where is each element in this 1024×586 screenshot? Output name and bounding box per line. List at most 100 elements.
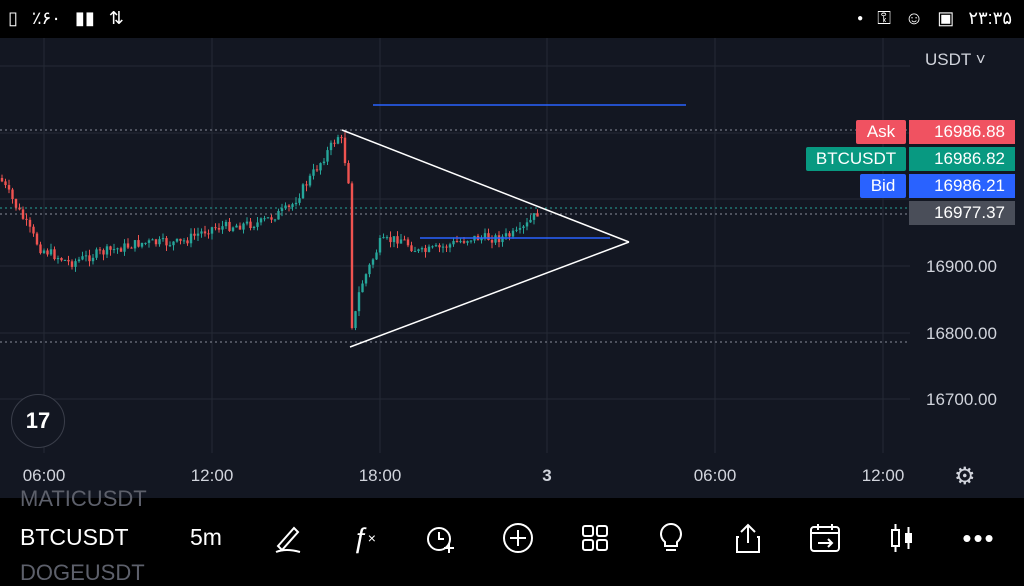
- price-chart[interactable]: [0, 38, 1024, 498]
- candle-body-70: [245, 221, 249, 224]
- candle-body-152: [532, 213, 536, 220]
- add-icon[interactable]: [500, 520, 536, 556]
- candle-body-108: [378, 238, 382, 253]
- candle-body-51: [179, 238, 182, 241]
- candle-body-148: [518, 228, 522, 230]
- currency-selector[interactable]: USDT ˅: [925, 50, 986, 69]
- candle-body-24: [84, 255, 88, 257]
- candle-body-77: [270, 217, 273, 220]
- candle-body-33: [116, 248, 119, 250]
- candle-body-40: [140, 242, 144, 247]
- chart-type-icon[interactable]: [884, 520, 920, 556]
- status-bar: ▯ ٪۶۰ ▮▮ ⇅ ● ⚿ ☺ ▣ ۲۳:۳۵: [0, 0, 1024, 38]
- candle-body-131: [459, 241, 462, 243]
- candle-body-97: [340, 137, 343, 139]
- last-price: 16986.82: [909, 147, 1015, 171]
- candle-body-104: [364, 274, 368, 284]
- symbol-list-prev[interactable]: MATICUSDT: [20, 486, 147, 511]
- ask-label: Ask: [856, 120, 906, 144]
- candles-group: [0, 132, 539, 331]
- bid-price: 16986.21: [909, 174, 1015, 198]
- candle-body-42: [147, 240, 151, 243]
- x-label-1200-next: 12:00: [861, 466, 905, 485]
- indicators-icon[interactable]: ƒ ×: [352, 522, 376, 553]
- candle-body-112: [392, 236, 396, 243]
- candle-body-79: [277, 210, 280, 220]
- candle-body-62: [217, 227, 221, 230]
- battery-level: ٪۶۰: [31, 8, 61, 28]
- candle-body-130: [455, 241, 459, 243]
- candle-body-103: [361, 283, 364, 293]
- candle-body-56: [196, 233, 200, 236]
- candle-body-43: [151, 239, 154, 241]
- candle-body-124: [434, 245, 438, 247]
- candle-body-109: [382, 237, 385, 239]
- candle-body-128: [448, 244, 452, 248]
- candle-body-39: [137, 240, 140, 247]
- key-icon: ⚿: [877, 8, 891, 28]
- x-label-day-3: 3: [542, 466, 552, 485]
- candle-body-123: [431, 246, 434, 248]
- candle-body-94: [329, 142, 333, 151]
- data-arrows-icon: ⇅: [108, 8, 124, 28]
- candle-body-59: [207, 233, 210, 235]
- candle-body-78: [273, 219, 277, 221]
- candle-body-14: [49, 249, 53, 255]
- candle-body-60: [210, 227, 214, 234]
- ideas-icon[interactable]: [653, 520, 689, 556]
- candle-body-23: [81, 256, 84, 260]
- chart-area[interactable]: USDT ˅ Ask 16986.88 BTCUSDT 16986.82 Bid…: [0, 38, 1024, 498]
- candle-body-127: [445, 246, 448, 248]
- candle-body-13: [46, 250, 49, 255]
- signal-icon: ▮▮: [74, 8, 95, 28]
- candle-body-151: [529, 219, 532, 223]
- candle-body-25: [88, 255, 91, 262]
- candle-body-15: [53, 249, 56, 260]
- candle-body-110: [385, 237, 389, 239]
- candle-body-82: [287, 205, 291, 207]
- drawings-group: [341, 104, 686, 348]
- candle-body-111: [389, 237, 392, 243]
- candle-body-47: [165, 238, 168, 246]
- candle-body-95: [333, 142, 336, 144]
- candle-body-57: [200, 231, 203, 234]
- prev-close-price: 16977.37: [909, 201, 1015, 225]
- y-label-16900: 16900.00: [926, 257, 997, 276]
- candle-body-1: [4, 181, 7, 186]
- candle-body-9: [32, 226, 35, 234]
- candle-body-143: [501, 236, 504, 243]
- candle-body-100: [350, 183, 354, 328]
- candle-body-90: [315, 169, 319, 171]
- bottom-toolbar: MATICUSDT BTCUSDT DOGEUSDT 5m ƒ × •••: [0, 486, 1024, 585]
- alert-icon[interactable]: [422, 520, 458, 556]
- battery-icon: ▯: [8, 8, 18, 28]
- candle-body-118: [413, 251, 417, 253]
- candle-body-83: [291, 204, 294, 207]
- face-icon: ☺: [904, 8, 924, 28]
- triangle-lower-line: [349, 241, 630, 348]
- candle-body-106: [371, 259, 375, 265]
- candle-body-71: [249, 221, 252, 229]
- layout-icon[interactable]: [577, 520, 613, 556]
- replay-icon[interactable]: [807, 520, 843, 556]
- drawing-icon[interactable]: [270, 520, 306, 556]
- gear-icon[interactable]: ⚙: [954, 463, 976, 490]
- candle-body-21: [74, 261, 77, 267]
- x-label-1200: 12:00: [190, 466, 234, 485]
- candle-body-45: [158, 239, 161, 245]
- candle-body-86: [301, 184, 305, 199]
- candle-body-146: [511, 230, 515, 237]
- symbol-list-next[interactable]: DOGEUSDT: [20, 560, 145, 585]
- more-icon[interactable]: •••: [962, 522, 996, 553]
- candle-body-46: [161, 238, 165, 240]
- candle-body-27: [95, 249, 98, 258]
- share-icon[interactable]: [730, 520, 766, 556]
- candle-body-139: [487, 233, 490, 241]
- candle-body-72: [252, 226, 256, 229]
- candle-body-75: [263, 218, 266, 220]
- candle-body-11: [39, 244, 42, 254]
- timeframe-selector[interactable]: 5m: [190, 524, 222, 550]
- candle-body-120: [420, 248, 424, 250]
- tradingview-logo[interactable]: 17: [11, 394, 65, 448]
- symbol-selector[interactable]: BTCUSDT: [20, 524, 129, 550]
